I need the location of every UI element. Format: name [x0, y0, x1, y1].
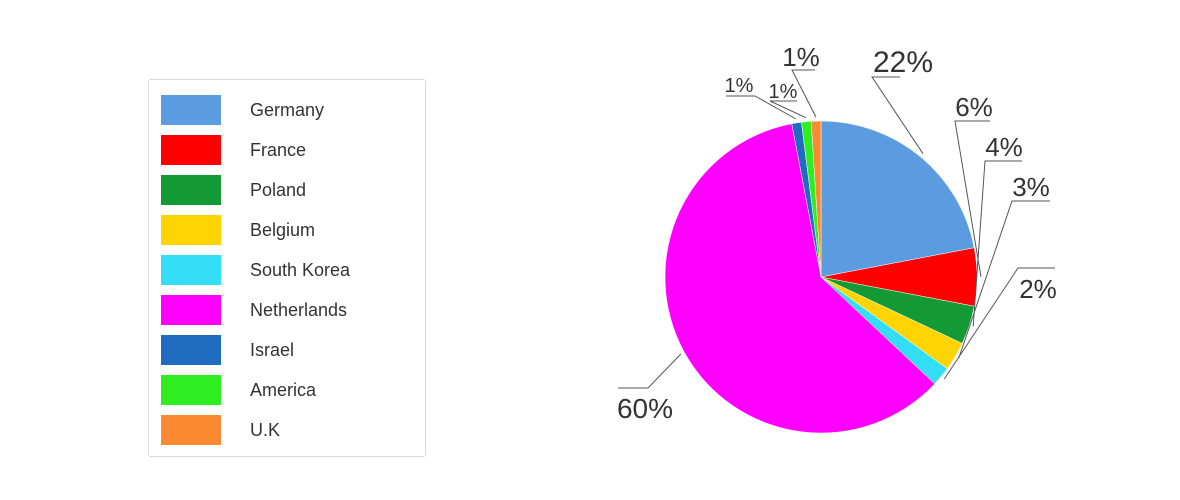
- data-label-germany: 22%: [873, 46, 933, 79]
- legend-label-uk: U.K: [250, 420, 281, 440]
- legend-swatch-poland: [161, 175, 221, 205]
- data-label-netherlands: 60%: [617, 393, 673, 424]
- legend-item-america[interactable]: America: [161, 375, 411, 405]
- leader-line-poland: [972, 160, 1022, 327]
- leader-line-netherlands: [618, 353, 682, 389]
- data-label-u-k: 1%: [782, 42, 820, 72]
- legend-label-france: France: [250, 140, 307, 160]
- data-label-israel: 1%: [725, 75, 754, 97]
- leader-line-germany: [871, 76, 924, 154]
- leader-line-belgium: [958, 200, 1050, 359]
- data-label-america: 1%: [769, 81, 798, 103]
- legend-swatch-south-korea: [161, 255, 221, 285]
- leader-line-u-k: [791, 69, 817, 118]
- pie-slice-netherlands[interactable]: [664, 123, 936, 434]
- legend-item-israel[interactable]: Israel: [161, 335, 411, 365]
- legend-swatch-america: [161, 375, 221, 405]
- legend-item-south-korea[interactable]: South Korea: [161, 255, 411, 285]
- legend-item-netherlands[interactable]: Netherlands: [161, 295, 411, 325]
- leader-line-america: [769, 100, 807, 119]
- legend-label-belgium: Belgium: [250, 220, 316, 240]
- legend-swatch-netherlands: [161, 295, 221, 325]
- legend-swatch-belgium: [161, 215, 221, 245]
- legend-item-uk[interactable]: U.K: [161, 415, 411, 445]
- leader-line-israel: [726, 95, 797, 120]
- legend-label-america: America: [250, 380, 317, 400]
- data-label-belgium: 3%: [1012, 172, 1050, 202]
- pie-slice-germany[interactable]: [820, 120, 975, 278]
- legend-swatch-france: [161, 135, 221, 165]
- data-label-france: 6%: [955, 92, 993, 122]
- legend-label-israel: Israel: [250, 340, 295, 360]
- legend-item-poland[interactable]: Poland: [161, 175, 411, 205]
- pie-slice-u-k[interactable]: [810, 120, 822, 278]
- legend-item-germany[interactable]: Germany: [161, 95, 411, 125]
- data-label-south-korea: 2%: [1019, 274, 1057, 304]
- leader-line-south-korea: [943, 267, 1055, 380]
- legend-item-belgium[interactable]: Belgium: [161, 215, 411, 245]
- pie-slices: [664, 120, 978, 434]
- legend-swatch-israel: [161, 335, 221, 365]
- legend-swatch-germany: [161, 95, 221, 125]
- legend-label-netherlands: Netherlands: [250, 300, 348, 320]
- data-label-poland: 4%: [985, 132, 1023, 162]
- leader-line-france: [954, 120, 990, 278]
- chart-legend: Germany France Poland Belgium South Kore…: [148, 79, 426, 457]
- label-leader-lines: [618, 69, 1055, 389]
- legend-label-poland: Poland: [250, 180, 307, 200]
- percentage-labels: 22% 6% 4% 3% 2% 60% 1% 1% 1%: [617, 42, 1057, 424]
- legend-item-france[interactable]: France: [161, 135, 411, 165]
- legend-swatch-uk: [161, 415, 221, 445]
- legend-label-germany: Germany: [250, 100, 325, 120]
- legend-label-south-korea: South Korea: [250, 260, 351, 280]
